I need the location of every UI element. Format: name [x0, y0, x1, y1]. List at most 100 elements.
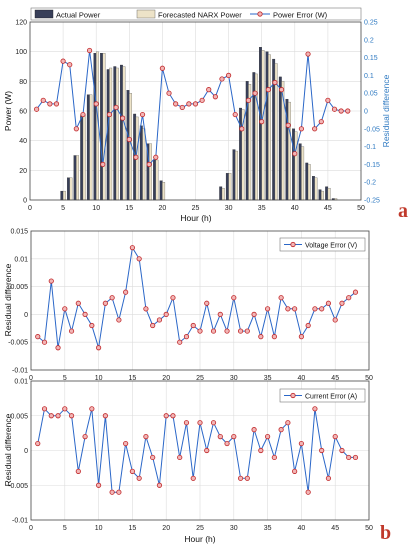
bar-forecast-power: [301, 146, 305, 201]
current-error-point: [116, 489, 122, 495]
current-error-point: [82, 433, 88, 440]
bar-forecast-power: [314, 177, 318, 201]
y-tick-label: -0.01: [12, 518, 28, 525]
power-error-line: [36, 50, 348, 166]
y-tick-label: 80: [19, 79, 27, 86]
current-error-point: [278, 427, 284, 433]
y-tick-label: 120: [15, 20, 27, 27]
x-tick-label: 35: [258, 205, 266, 212]
y-tick-label: 0.01: [14, 379, 28, 386]
voltage-error-point: [129, 245, 135, 251]
power-error-point: [146, 161, 152, 167]
y-tick-label: 0.015: [10, 229, 28, 236]
current-error-point: [251, 427, 257, 433]
bar-actual-power: [225, 173, 229, 201]
voltage-error-point: [285, 306, 291, 312]
bar-actual-power: [265, 51, 269, 201]
power-error-point: [278, 87, 285, 93]
y-right-tick-label: -0.2: [364, 180, 376, 187]
x-tick-label: 5: [63, 525, 67, 532]
bar-forecast-power: [62, 190, 66, 201]
power-error-point: [338, 108, 344, 114]
voltage-error-point: [271, 334, 277, 340]
y-right-tick-label: 0.2: [364, 37, 374, 44]
y-right-tick-label: 0.15: [364, 55, 378, 62]
bar-actual-power: [126, 90, 130, 201]
x-tick-label: 5: [61, 205, 65, 212]
power-error-point: [252, 90, 258, 96]
power-error-point: [179, 104, 185, 111]
power-error-point: [292, 151, 298, 157]
x-tick-label: 30: [230, 375, 238, 382]
y-axis-label-power: Power (W): [3, 91, 13, 131]
voltage-error-point: [190, 322, 196, 329]
current-error-line: [37, 407, 356, 493]
current-error-point: [298, 440, 304, 447]
current-error-point: [68, 413, 75, 419]
current-error-point: [352, 454, 359, 461]
x-tick-label: 0: [28, 205, 32, 212]
x-tick-label: 30: [225, 205, 233, 212]
current-error-point: [170, 413, 176, 419]
y-tick-label: -0.01: [12, 368, 28, 375]
bar-forecast-power: [288, 101, 291, 201]
bar-actual-power: [73, 155, 77, 201]
power-error-point: [285, 122, 291, 128]
power-error-point: [259, 119, 265, 125]
power-error-point: [239, 126, 245, 132]
legend-label-error: Power Error (W): [273, 11, 328, 20]
voltage-error-point: [82, 311, 88, 317]
bar-forecast-power: [321, 190, 324, 201]
bar-actual-power: [305, 162, 309, 201]
x-tick-label: 30: [230, 525, 238, 532]
voltage-error-point: [143, 306, 149, 312]
voltage-error-point: [109, 295, 115, 301]
bar-forecast-power: [155, 159, 159, 201]
power-error-point: [106, 111, 113, 118]
bar-actual-power: [100, 53, 103, 201]
current-error-point: [102, 413, 108, 419]
bar-actual-power: [159, 180, 163, 201]
x-tick-label: 5: [63, 375, 67, 382]
power-error-point: [325, 97, 331, 103]
legend-label-current: Current Error (A): [305, 394, 357, 401]
bar-forecast-power: [76, 155, 80, 201]
current-error-point: [123, 440, 129, 447]
current-error-point: [96, 482, 102, 488]
bar-actual-power: [67, 177, 70, 201]
y-axis-label-current: Residual difference: [3, 413, 13, 486]
bar-forecast-power: [142, 128, 146, 201]
y-tick-label: 0.005: [10, 413, 28, 420]
x-tick-label: 15: [129, 525, 137, 532]
current-error-point: [190, 475, 196, 481]
x-tick-label: 10: [95, 375, 103, 382]
voltage-error-point: [319, 306, 325, 312]
legend-voltage: [279, 237, 366, 252]
y-tick-label: 60: [19, 109, 27, 116]
y-tick-label: 0: [24, 448, 28, 455]
power-error-point: [40, 97, 46, 103]
voltage-error-point: [170, 295, 176, 301]
legend-label-forecast: Forecasted NARX Power: [158, 11, 242, 20]
current-error-point: [312, 406, 318, 412]
legend-label-actual: Actual Power: [56, 11, 101, 20]
current-error-point: [41, 406, 48, 412]
x-tick-label: 0: [29, 375, 33, 382]
x-tick-label: 15: [125, 205, 133, 212]
voltage-error-point: [251, 311, 257, 317]
current-error-point: [346, 454, 352, 461]
x-tick-label: 40: [298, 525, 306, 532]
voltage-error-point: [210, 328, 217, 334]
current-error-point: [143, 433, 149, 440]
power-error-point: [93, 101, 99, 107]
voltage-error-point: [197, 328, 203, 334]
current-error-point: [183, 420, 190, 426]
bar-forecast-power: [162, 182, 166, 201]
current-error-point: [177, 454, 183, 461]
voltage-error-point: [346, 295, 352, 301]
bar-actual-power: [298, 143, 302, 201]
bar-forecast-power: [228, 173, 232, 201]
voltage-error-point: [352, 289, 359, 295]
voltage-error-point: [332, 317, 338, 323]
